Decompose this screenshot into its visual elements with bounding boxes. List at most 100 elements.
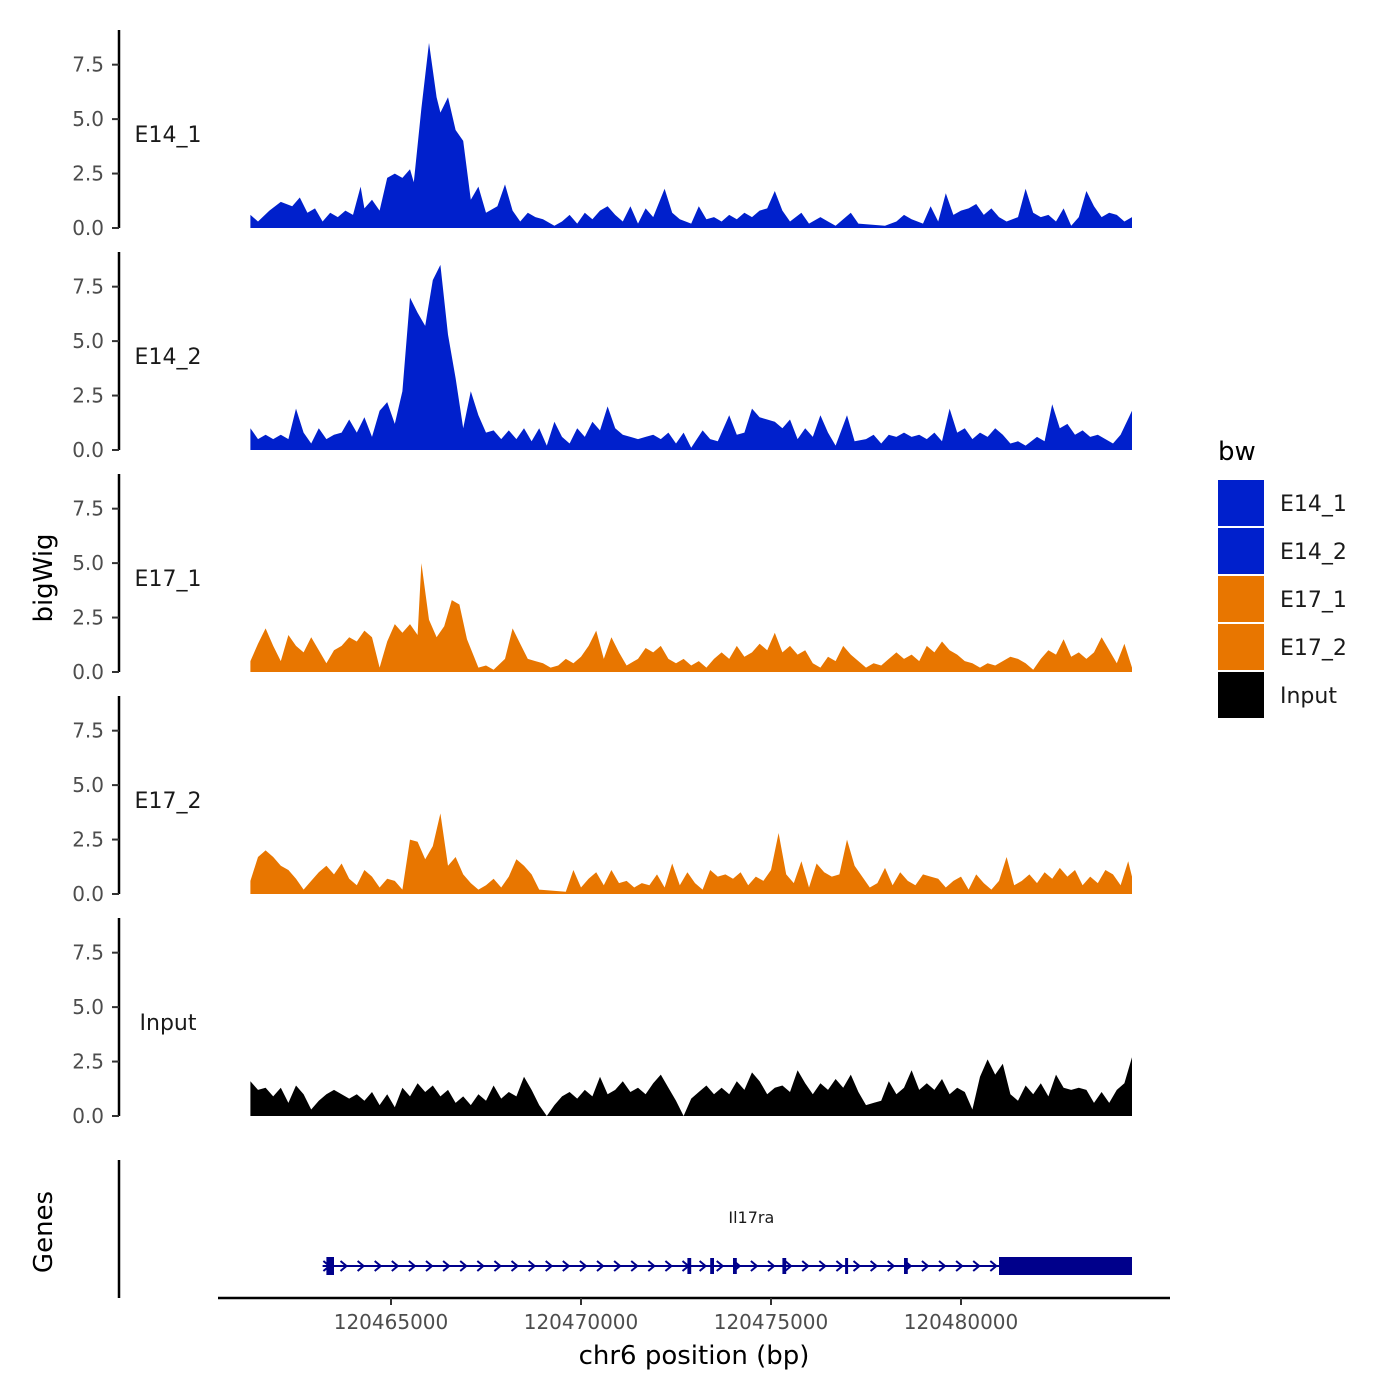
signal-area-E14_1 (250, 42, 1132, 229)
track-label: Input (140, 1011, 197, 1036)
strand-arrow (493, 1260, 502, 1272)
strand-arrow (579, 1260, 588, 1272)
legend-label-E17_2: E17_2 (1280, 636, 1347, 661)
signal-area-E17_1 (250, 563, 1132, 672)
y-tick-label: 7.5 (72, 941, 104, 965)
strand-arrow (852, 1260, 862, 1272)
y-tick-label: 7.5 (72, 275, 104, 299)
gene-exon (845, 1258, 849, 1274)
signal-area-E17_2 (250, 813, 1132, 894)
legend-swatch-E17_2 (1218, 624, 1264, 670)
x-axis-title: chr6 position (bp) (579, 1341, 810, 1371)
y-tick-label: 5.0 (72, 773, 104, 797)
strand-arrow (425, 1260, 434, 1272)
y-tick-label: 5.0 (72, 329, 104, 353)
legend-swatch-E14_2 (1218, 528, 1264, 574)
strand-arrow (955, 1260, 964, 1272)
track-label: E14_2 (135, 345, 202, 370)
strand-arrow (989, 1260, 998, 1272)
y-tick-label: 7.5 (72, 53, 104, 77)
strand-arrow (887, 1260, 896, 1272)
strand-arrow (698, 1260, 708, 1272)
legend-swatch-E14_1 (1218, 480, 1264, 526)
strand-arrow (613, 1260, 622, 1272)
x-tick-label: 120470000 (524, 1310, 639, 1334)
gene-exon (687, 1258, 692, 1274)
strand-arrow (716, 1260, 725, 1272)
x-tick-label: 120475000 (714, 1310, 829, 1334)
strand-arrow (356, 1260, 366, 1272)
strand-arrow (835, 1260, 844, 1272)
strand-arrow (374, 1260, 383, 1272)
strand-arrow (647, 1260, 656, 1272)
track-Input: 0.0 2.5 5.0 7.5 Input (72, 918, 1132, 1128)
track-E17_2: 0.0 2.5 5.0 7.5 E17_2 (72, 696, 1132, 906)
legend-label-E14_1: E14_1 (1280, 492, 1347, 517)
x-tick-label: 120480000 (904, 1310, 1019, 1334)
strand-arrow (750, 1260, 759, 1272)
track-label: E14_1 (135, 123, 202, 148)
gene-exon (326, 1257, 334, 1275)
y-tick-label: 2.5 (72, 384, 104, 408)
gene-exon (733, 1258, 737, 1274)
track-E17_1: 0.0 2.5 5.0 7.5 E17_1 (72, 474, 1132, 684)
y-tick-label: 0.0 (72, 1104, 104, 1128)
strand-arrow (545, 1260, 554, 1272)
strand-arrow (818, 1260, 827, 1272)
gene-track: Il17ra (117, 1160, 1132, 1298)
strand-arrow (767, 1260, 776, 1272)
strand-arrow (562, 1260, 571, 1272)
y-tick-label: 2.5 (72, 1050, 104, 1074)
strand-arrow (938, 1260, 947, 1272)
y-tick-label: 7.5 (72, 497, 104, 521)
legend-swatch-Input (1218, 672, 1264, 718)
strand-arrow (630, 1260, 639, 1272)
legend-label-E14_2: E14_2 (1280, 540, 1347, 565)
x-tick-label: 120465000 (334, 1310, 449, 1334)
y-tick-label: 0.0 (72, 882, 104, 906)
strand-arrow (801, 1260, 810, 1272)
strand-arrow (921, 1260, 930, 1272)
y-tick-label: 0.0 (72, 660, 104, 684)
gene-name-label: Il17ra (728, 1208, 774, 1227)
y-tick-label: 2.5 (72, 828, 104, 852)
legend-swatch-E17_1 (1218, 576, 1264, 622)
strand-arrow (784, 1260, 793, 1272)
gene-exon (710, 1258, 714, 1274)
x-axis: 120465000 120470000 120475000 120480000 (218, 1296, 1170, 1334)
signal-area-E14_2 (250, 264, 1132, 450)
gene-exon (782, 1258, 787, 1274)
track-label: E17_2 (135, 789, 202, 814)
strand-arrow (408, 1260, 417, 1272)
track-E14_1: 0.0 2.5 5.0 7.5 E14_1 (72, 30, 1132, 240)
y-tick-label: 0.0 (72, 438, 104, 462)
legend-label-E17_1: E17_1 (1280, 588, 1347, 613)
strand-arrow (442, 1260, 451, 1272)
y-tick-label: 2.5 (72, 162, 104, 186)
strand-arrow (596, 1260, 605, 1272)
strand-arrow (510, 1260, 520, 1272)
signal-area-Input (250, 1057, 1132, 1116)
track-E14_2: 0.0 2.5 5.0 7.5 E14_2 (72, 252, 1132, 462)
strand-arrow (459, 1260, 468, 1272)
y-axis-title: bigWig (29, 533, 59, 622)
strand-arrow (972, 1260, 981, 1272)
legend-label-Input: Input (1280, 684, 1337, 709)
strand-arrow (869, 1260, 879, 1272)
y-tick-label: 5.0 (72, 551, 104, 575)
strand-arrow (664, 1260, 673, 1272)
y-tick-label: 0.0 (72, 216, 104, 240)
gene-exon (904, 1258, 908, 1274)
strand-arrow (527, 1260, 537, 1272)
y-tick-label: 5.0 (72, 995, 104, 1019)
gene-exon (999, 1257, 1132, 1275)
signal-tracks: 0.0 2.5 5.0 7.5 E14_1 0.0 2.5 5.0 7.5 E14_2 0.0 2.5… (72, 30, 1132, 1128)
legend-title: bw (1218, 437, 1256, 467)
genes-axis-title: Genes (29, 1191, 59, 1273)
track-label: E17_1 (135, 567, 202, 592)
strand-arrow (476, 1260, 485, 1272)
strand-arrow (339, 1260, 349, 1272)
strand-arrow (391, 1260, 400, 1272)
legend: bw E14_1 E14_2 E17_1 E17_2 Input (1218, 437, 1347, 718)
